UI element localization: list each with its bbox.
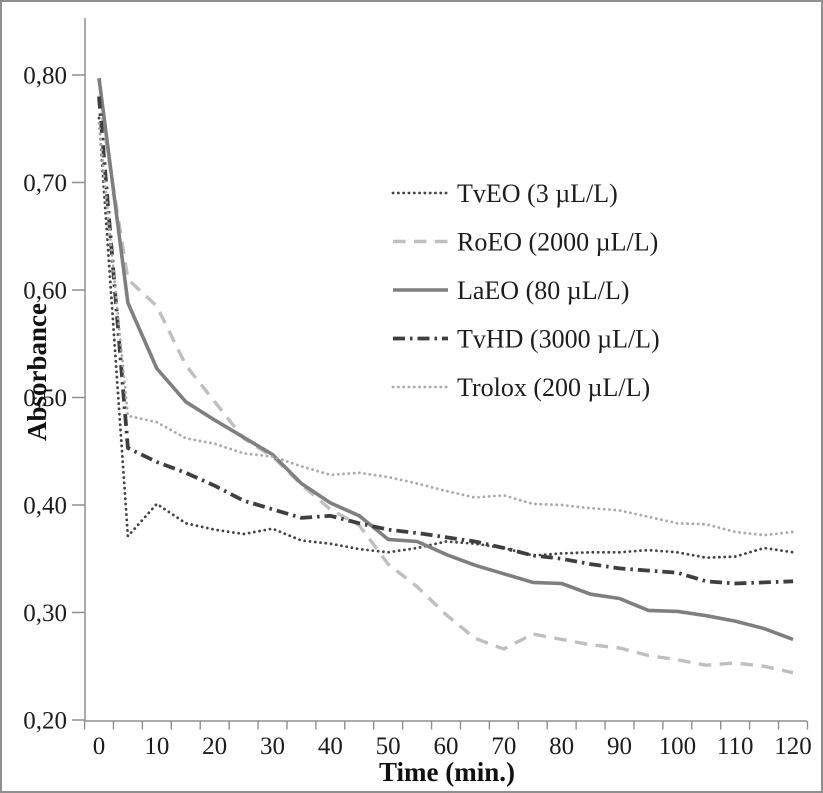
y-axis-title: Absorbance	[22, 303, 52, 441]
y-tick-label: 0,30	[23, 600, 67, 627]
y-tick-label: 0,70	[23, 170, 67, 197]
y-axis: 0,80 0,70 0,60 0,50 0,40 0,30 0,20	[23, 18, 86, 735]
legend-item-3: LaEO (80 µL/L)	[393, 276, 629, 305]
y-axis-tick-labels: 0,80 0,70 0,60 0,50 0,40 0,30 0,20	[23, 63, 67, 735]
legend-item-4: TvHD (3000 µL/L)	[393, 325, 660, 354]
x-tick-label: 60	[434, 733, 459, 760]
legend-label: TvEO (3 µL/L)	[457, 179, 618, 208]
series-line-3	[97, 77, 794, 642]
legend-label: LaEO (80 µL/L)	[457, 276, 629, 305]
x-tick-label: 120	[774, 733, 812, 760]
x-tick-label: 80	[549, 733, 574, 760]
x-axis-title: Time (min.)	[379, 757, 515, 787]
x-tick-label: 110	[717, 733, 754, 760]
x-tick-label: 40	[318, 733, 343, 760]
series-line-4	[97, 96, 794, 586]
legend: TvEO (3 µL/L) RoEO (2000 µL/L) LaEO (80 µL…	[391, 179, 660, 402]
series-line-5	[97, 122, 795, 537]
series-line-1	[97, 116, 795, 560]
x-tick-label: 70	[491, 733, 516, 760]
legend-label: TvHD (3000 µL/L)	[457, 325, 660, 354]
legend-label: Trolox (200 µL/L)	[457, 373, 650, 402]
y-axis-ticks	[72, 74, 85, 721]
x-axis: 0 10 20 30 40 50 60 70 80 90 100 110 120	[83, 720, 812, 760]
y-tick-label: 0,40	[23, 493, 67, 520]
legend-item-5: Trolox (200 µL/L)	[391, 373, 650, 402]
x-axis-ticks	[83, 721, 809, 730]
legend-item-1: TvEO (3 µL/L)	[391, 179, 618, 208]
x-tick-label: 20	[202, 733, 227, 760]
x-tick-label: 0	[93, 733, 106, 760]
legend-item-2: RoEO (2000 µL/L)	[393, 228, 658, 257]
y-tick-label: 0,20	[23, 708, 67, 735]
y-tick-label: 0,80	[23, 63, 67, 90]
x-tick-label: 10	[144, 733, 169, 760]
x-tick-label: 50	[376, 733, 401, 760]
x-axis-tick-labels: 0 10 20 30 40 50 60 70 80 90 100 110 120	[93, 733, 812, 760]
x-tick-label: 90	[607, 733, 632, 760]
x-tick-label: 100	[659, 733, 697, 760]
y-tick-label: 0,50	[23, 385, 67, 412]
series-line-2	[97, 96, 794, 675]
x-tick-label: 30	[260, 733, 285, 760]
y-tick-label: 0,60	[23, 278, 67, 305]
legend-label: RoEO (2000 µL/L)	[457, 228, 658, 257]
series-lines	[97, 77, 795, 675]
